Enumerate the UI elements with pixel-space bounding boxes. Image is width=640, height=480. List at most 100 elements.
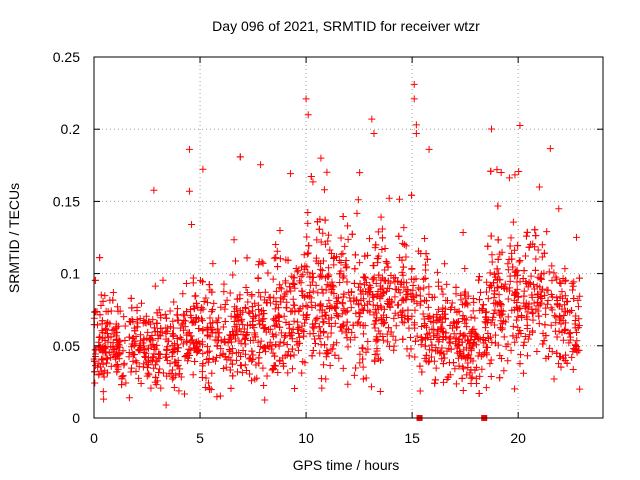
data-point	[107, 333, 115, 341]
data-point	[142, 353, 150, 361]
data-point	[371, 357, 379, 365]
data-point	[153, 377, 161, 385]
data-point	[570, 295, 578, 303]
data-point	[299, 358, 307, 366]
data-point	[467, 355, 475, 363]
data-point	[382, 258, 390, 266]
data-point	[463, 354, 471, 362]
data-point	[448, 299, 456, 307]
data-point	[155, 369, 163, 377]
data-point	[384, 300, 392, 308]
data-point	[534, 246, 542, 254]
data-point	[91, 350, 99, 358]
data-point	[280, 339, 288, 347]
data-point	[94, 363, 102, 371]
data-point	[137, 331, 145, 339]
data-point	[317, 154, 325, 162]
data-point	[261, 343, 269, 351]
data-point	[130, 334, 138, 342]
data-point	[534, 290, 542, 298]
data-point	[422, 351, 430, 359]
data-point	[425, 145, 433, 153]
data-point	[254, 338, 262, 346]
data-point	[101, 345, 109, 353]
data-point	[231, 323, 239, 331]
data-point	[121, 336, 129, 344]
data-point	[221, 305, 229, 313]
data-point	[256, 320, 264, 328]
data-point	[547, 304, 555, 312]
data-point	[272, 341, 280, 349]
data-point	[233, 312, 241, 320]
data-point	[384, 277, 392, 285]
data-point	[437, 323, 445, 331]
data-point	[104, 338, 112, 346]
data-point	[376, 388, 384, 396]
data-point	[174, 344, 182, 352]
data-point	[244, 298, 252, 306]
data-point	[484, 295, 492, 303]
data-point	[561, 265, 569, 273]
data-point	[269, 275, 277, 283]
data-point	[318, 267, 326, 275]
data-point	[531, 226, 539, 234]
data-point	[484, 334, 492, 342]
x-tick-labels: 0 5 10 15 20	[90, 430, 526, 446]
data-point	[419, 275, 427, 283]
data-point	[524, 352, 532, 360]
data-point	[318, 312, 326, 320]
data-point	[360, 281, 368, 289]
data-point	[318, 384, 326, 392]
data-point	[381, 319, 389, 327]
data-point	[309, 273, 317, 281]
data-point	[563, 297, 571, 305]
data-point	[157, 324, 165, 332]
data-point	[209, 355, 217, 363]
data-point	[446, 339, 454, 347]
data-point	[412, 275, 420, 283]
data-point	[537, 299, 545, 307]
y-tick-label: 0.1	[61, 266, 81, 282]
data-point	[133, 359, 141, 367]
data-point	[490, 309, 498, 317]
data-point	[322, 350, 330, 358]
data-point	[161, 310, 169, 318]
data-point	[371, 351, 379, 359]
data-point	[422, 297, 430, 305]
data-point	[143, 372, 151, 380]
data-point	[403, 345, 411, 353]
data-point	[342, 264, 350, 272]
data-point	[282, 318, 290, 326]
data-point	[523, 228, 531, 236]
data-point	[317, 271, 325, 279]
data-point	[538, 295, 546, 303]
data-point	[221, 318, 229, 325]
data-point	[410, 95, 418, 103]
data-point	[544, 353, 552, 361]
data-point	[108, 326, 116, 334]
data-point	[492, 299, 500, 307]
data-point	[370, 320, 378, 328]
data-point	[391, 309, 399, 317]
data-point	[359, 322, 367, 330]
y-tick-label: 0.15	[53, 193, 80, 209]
data-point	[181, 353, 189, 361]
data-point	[263, 372, 271, 380]
data-point	[295, 339, 303, 347]
data-point	[281, 277, 289, 285]
data-point	[259, 307, 267, 315]
data-point	[128, 364, 136, 372]
data-point	[290, 351, 298, 359]
data-point	[559, 336, 567, 344]
data-point	[136, 341, 144, 349]
data-point	[450, 359, 458, 367]
data-point	[555, 302, 563, 310]
data-point	[504, 260, 512, 268]
data-point	[125, 333, 133, 341]
data-point	[170, 384, 178, 392]
data-point	[233, 295, 241, 303]
data-point	[153, 319, 161, 327]
data-point	[319, 318, 327, 326]
data-point	[455, 354, 463, 362]
data-point	[210, 299, 218, 307]
